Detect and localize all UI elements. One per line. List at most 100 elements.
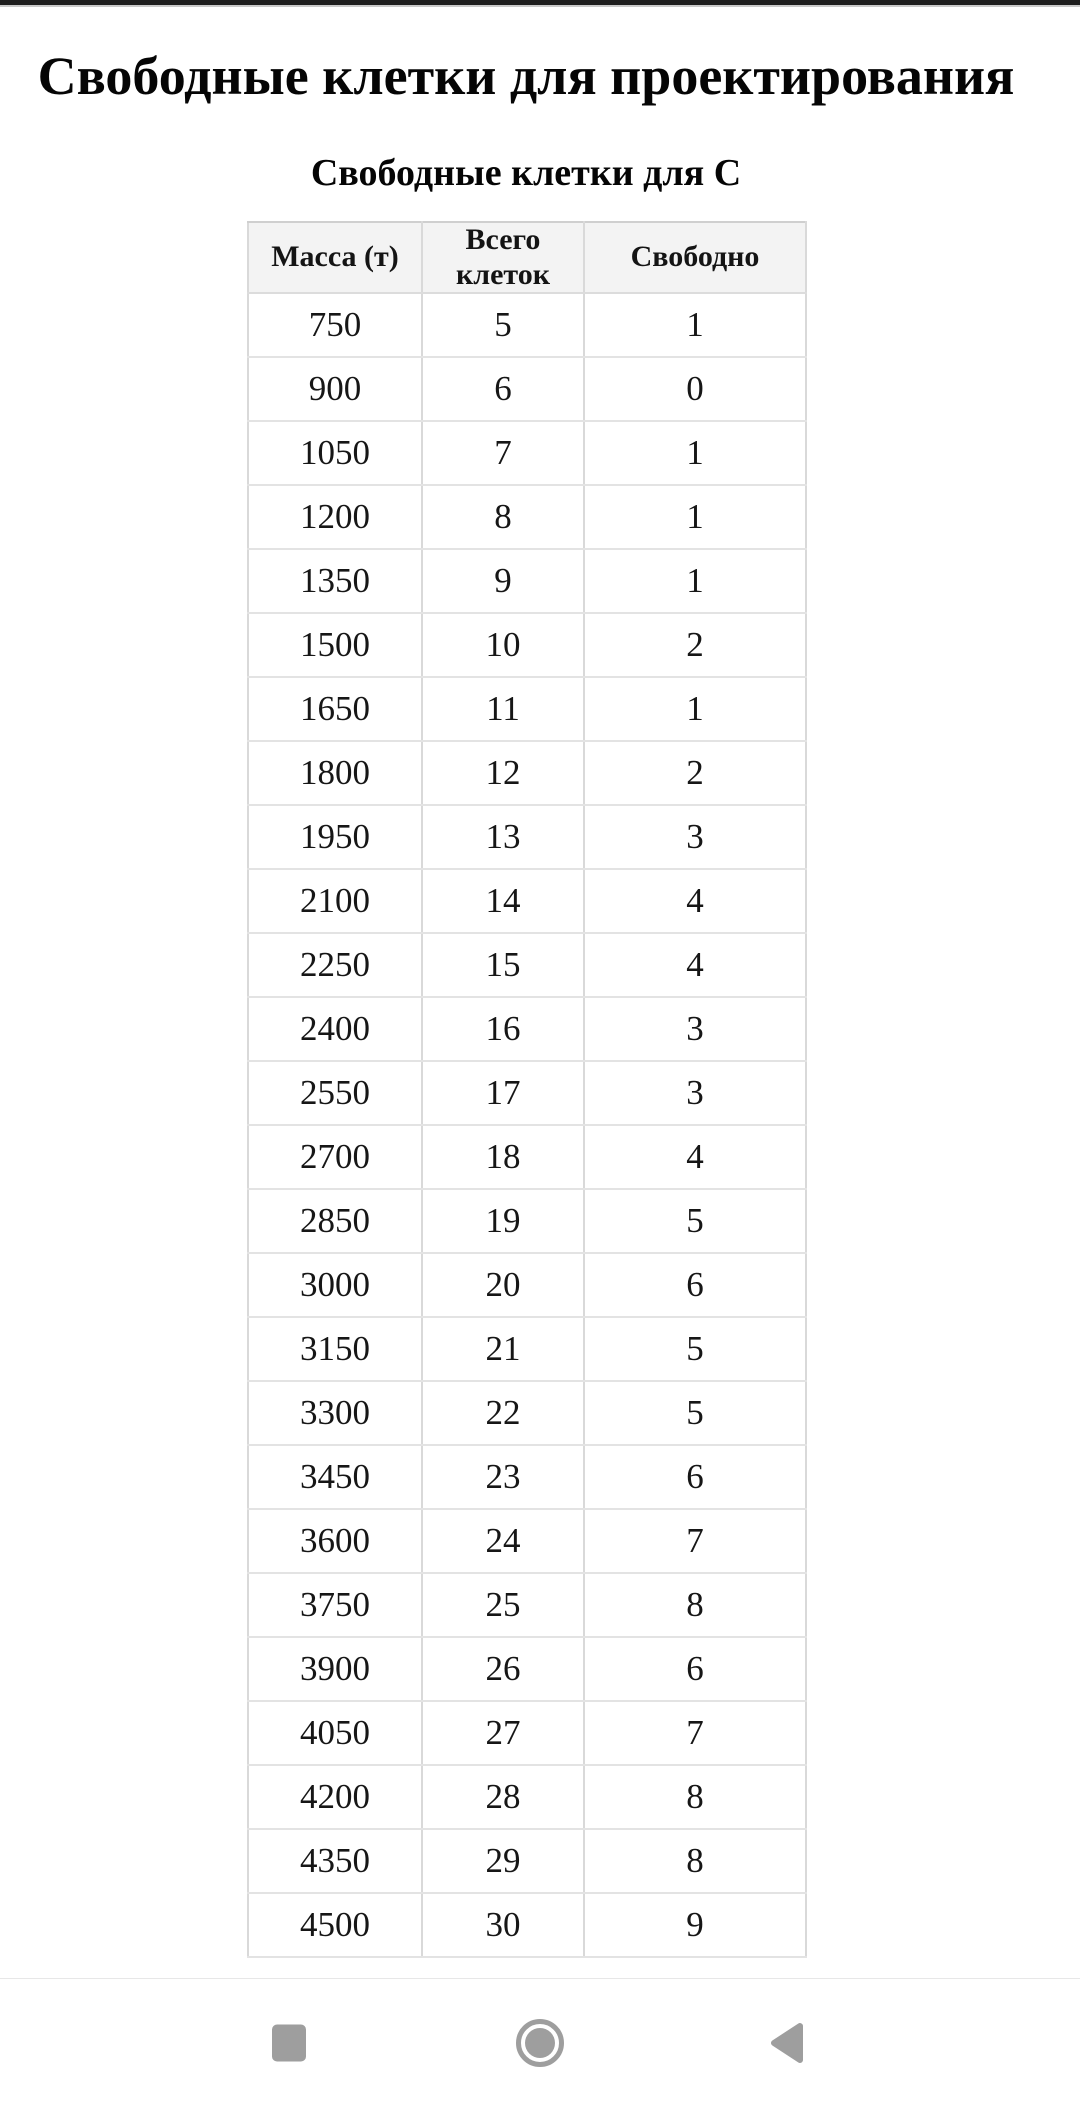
total-cells-cell: 11: [421, 676, 585, 743]
back-button[interactable]: [769, 2021, 805, 2065]
mass-cell: 900: [247, 356, 423, 423]
home-circle-icon: [516, 2019, 564, 2067]
table-row: 2400 16 3: [247, 996, 807, 1063]
mass-cell: 2550: [247, 1060, 423, 1127]
total-cells-cell: 22: [421, 1380, 585, 1447]
mass-cell: 4500: [247, 1892, 423, 1959]
section-title: Свободные клетки для С: [310, 152, 742, 195]
table-row: 3300 22 5: [247, 1380, 807, 1447]
back-triangle-icon: [771, 2023, 803, 2063]
total-cells-cell: 5: [421, 292, 585, 359]
total-cells-cell: 29: [421, 1828, 585, 1895]
total-cells-cell: 17: [421, 1060, 585, 1127]
free-cell: 3: [583, 1060, 807, 1127]
table-row: 3750 25 8: [247, 1572, 807, 1639]
recents-button[interactable]: [272, 2024, 306, 2062]
mass-cell: 3450: [247, 1444, 423, 1511]
page-title: Свободные клетки для проектирования: [37, 46, 1015, 106]
free-cell: 1: [583, 548, 807, 615]
free-cell: 1: [583, 292, 807, 359]
free-cell: 9: [583, 1892, 807, 1959]
table-row: 1200 8 1: [247, 484, 807, 551]
table-row: 900 6 0: [247, 356, 807, 423]
table-body: 750 5 1 900 6 0 1050 7 1 1200 8 1 1350 9 1 1500 10 2 1650 1…: [247, 292, 807, 1959]
free-cell: 5: [583, 1380, 807, 1447]
mass-cell: 3600: [247, 1508, 423, 1575]
free-cell: 1: [583, 484, 807, 551]
total-cells-cell: 8: [421, 484, 585, 551]
total-cells-cell: 13: [421, 804, 585, 871]
status-bar: [0, 0, 1080, 5]
total-cells-cell: 28: [421, 1764, 585, 1831]
mass-cell: 3000: [247, 1252, 423, 1319]
total-cells-cell: 23: [421, 1444, 585, 1511]
mass-cell: 2250: [247, 932, 423, 999]
table-row: 1800 12 2: [247, 740, 807, 807]
mass-cell: 3750: [247, 1572, 423, 1639]
free-cell: 4: [583, 868, 807, 935]
table-row: 3150 21 5: [247, 1316, 807, 1383]
free-cell: 8: [583, 1828, 807, 1895]
table-row: 1500 10 2: [247, 612, 807, 679]
total-cells-cell: 24: [421, 1508, 585, 1575]
table-row: 3000 20 6: [247, 1252, 807, 1319]
table-row: 1650 11 1: [247, 676, 807, 743]
mass-cell: 1950: [247, 804, 423, 871]
free-cell: 1: [583, 676, 807, 743]
column-header-total: Всего клеток: [421, 221, 585, 295]
recents-square-icon: [272, 2024, 306, 2062]
free-cell: 4: [583, 932, 807, 999]
table-row: 2850 19 5: [247, 1188, 807, 1255]
total-cells-cell: 19: [421, 1188, 585, 1255]
table-row: 4200 28 8: [247, 1764, 807, 1831]
free-cell: 1: [583, 420, 807, 487]
mass-cell: 2850: [247, 1188, 423, 1255]
total-cells-cell: 9: [421, 548, 585, 615]
free-cells-table: Масса (т) Всего клеток Свободно 750 5 1 900…: [247, 221, 807, 1959]
free-cell: 2: [583, 740, 807, 807]
home-button[interactable]: [516, 2019, 564, 2067]
free-cell: 8: [583, 1572, 807, 1639]
free-cell: 6: [583, 1444, 807, 1511]
table-row: 750 5 1: [247, 292, 807, 359]
table-row: 2250 15 4: [247, 932, 807, 999]
nav-bar-divider: [0, 1978, 1080, 1979]
table-row: 1950 13 3: [247, 804, 807, 871]
column-header-mass: Масса (т): [247, 221, 423, 295]
mass-cell: 3900: [247, 1636, 423, 1703]
mass-cell: 1500: [247, 612, 423, 679]
mass-cell: 2100: [247, 868, 423, 935]
mass-cell: 3150: [247, 1316, 423, 1383]
status-bar-divider: [0, 5, 1080, 7]
table-row: 2100 14 4: [247, 868, 807, 935]
total-cells-cell: 14: [421, 868, 585, 935]
free-cell: 3: [583, 804, 807, 871]
mass-cell: 2700: [247, 1124, 423, 1191]
table-row: 1050 7 1: [247, 420, 807, 487]
total-cells-cell: 20: [421, 1252, 585, 1319]
mass-cell: 1350: [247, 548, 423, 615]
table-row: 2550 17 3: [247, 1060, 807, 1127]
page-content: Свободные клетки для проектирования Своб…: [0, 7, 1080, 1978]
total-cells-cell: 18: [421, 1124, 585, 1191]
free-cell: 5: [583, 1188, 807, 1255]
total-cells-cell: 30: [421, 1892, 585, 1959]
mass-cell: 1050: [247, 420, 423, 487]
mass-cell: 4050: [247, 1700, 423, 1767]
free-cell: 6: [583, 1636, 807, 1703]
total-cells-cell: 6: [421, 356, 585, 423]
total-cells-cell: 25: [421, 1572, 585, 1639]
free-cell: 0: [583, 356, 807, 423]
total-cells-cell: 27: [421, 1700, 585, 1767]
table-header-row: Масса (т) Всего клеток Свободно: [247, 221, 807, 295]
table-row: 3600 24 7: [247, 1508, 807, 1575]
free-cell: 3: [583, 996, 807, 1063]
column-header-free: Свободно: [583, 221, 807, 295]
total-cells-cell: 21: [421, 1316, 585, 1383]
total-cells-cell: 10: [421, 612, 585, 679]
total-cells-cell: 12: [421, 740, 585, 807]
android-nav-bar: [0, 1979, 1080, 2107]
table-row: 3450 23 6: [247, 1444, 807, 1511]
total-cells-cell: 26: [421, 1636, 585, 1703]
table-row: 1350 9 1: [247, 548, 807, 615]
